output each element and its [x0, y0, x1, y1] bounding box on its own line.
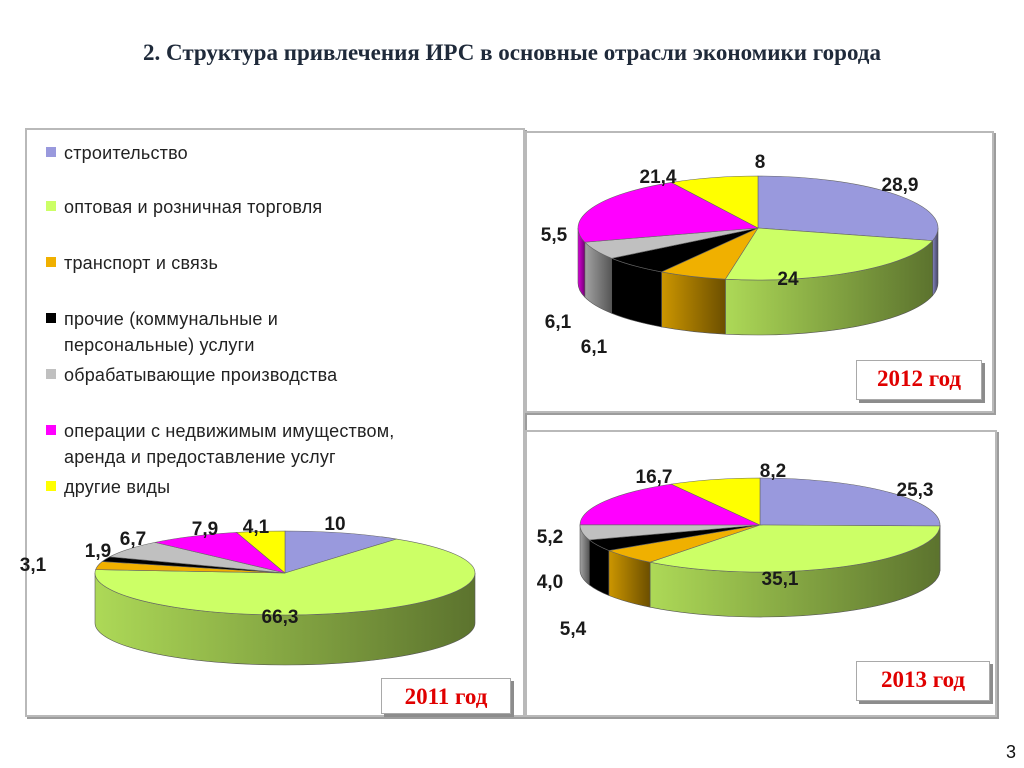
year-label-2011: 2011 год [381, 678, 511, 714]
legend-swatch [46, 313, 56, 323]
pie-2011-label-manufacturing: 6,7 [120, 529, 146, 550]
pie-2012-side-transport [661, 271, 726, 335]
pie-2011-slice-other-types [235, 530, 286, 574]
legend-item-trade: оптовая и розничная торговля [46, 194, 322, 220]
pie-2013-slice-other-types [670, 477, 761, 526]
legend-swatch [46, 147, 56, 157]
pie-2013-label-construction: 25,3 [897, 480, 934, 501]
year-label-2013: 2013 год [856, 661, 990, 701]
legend-label: прочие (коммунальные и персональные) усл… [64, 309, 279, 355]
legend-item-real-estate: операции с недвижимым имуществом, аренда… [46, 418, 395, 470]
pie-chart-2011: 10 66,3 3,1 1,9 6,7 7,9 4,1 [20, 514, 476, 666]
pie-2011-label-real-estate: 7,9 [192, 519, 218, 540]
pie-2013-slice-construction [759, 477, 941, 527]
pie-2013-label-transport: 5,4 [560, 619, 587, 640]
pie-2012-label-construction: 28,9 [882, 175, 919, 196]
pie-2012-label-real-estate: 21,4 [640, 167, 677, 188]
pie-2012-slice-other-types [670, 175, 759, 229]
pie-2012-label-other-types: 8 [755, 152, 766, 173]
pie-2011-label-other-services: 1,9 [85, 541, 111, 562]
legend-label: транспорт и связь [64, 253, 219, 273]
legend-label: другие виды [64, 477, 171, 497]
pie-2013-slice-real-estate [579, 483, 761, 526]
legend-label: операции с недвижимым имуществом, аренда… [64, 421, 395, 467]
pie-2012-label-manufacturing: 5,5 [541, 225, 568, 246]
legend-item-construction: строительство [46, 140, 188, 166]
page-number: 3 [1005, 742, 1016, 762]
legend-swatch [46, 481, 56, 491]
pie-2012-label-other-services: 6,1 [581, 337, 608, 358]
pie-2011-label-transport: 3,1 [20, 555, 47, 576]
pie-2012-slice-trade [724, 227, 934, 281]
year-label-2012: 2012 год [856, 360, 982, 400]
legend-item-other-services: прочие (коммунальные и персональные) усл… [46, 306, 278, 358]
pie-2011-label-other-types: 4,1 [243, 517, 270, 538]
pie-2012-label-trade: 24 [777, 269, 799, 290]
pie-2012-slice-construction [757, 175, 939, 241]
pie-2013-label-manufacturing: 5,2 [537, 527, 563, 548]
pie-2013-label-trade: 35,1 [762, 569, 799, 590]
pie-2011-label-trade: 66,3 [262, 607, 299, 628]
pie-2013-label-other-types: 8,2 [760, 461, 786, 482]
legend-label: строительство [64, 143, 188, 163]
legend-item-transport: транспорт и связь [46, 250, 218, 276]
legend-swatch [46, 369, 56, 379]
pie-2013-label-real-estate: 16,7 [636, 467, 673, 488]
legend-label: обрабатывающие производства [64, 365, 338, 385]
legend-swatch [46, 425, 56, 435]
pie-chart-2012: 28,9 24 6,1 6,1 5,5 21,4 8 [541, 152, 939, 358]
legend-item-other-types: другие виды [46, 474, 170, 500]
legend-swatch [46, 257, 56, 267]
pie-2011-label-construction: 10 [324, 514, 345, 535]
pie-2013-label-other-services: 4,0 [537, 572, 563, 593]
pie-chart-2013: 25,3 35,1 5,4 4,0 5,2 16,7 8,2 [537, 461, 941, 640]
pie-2011-slice-real-estate [154, 532, 286, 574]
legend-label: оптовая и розничная торговля [64, 197, 323, 217]
pie-2012-label-transport: 6,1 [545, 312, 572, 333]
slide-title: 2. Структура привлечения ИРС в основные … [143, 40, 881, 65]
legend-item-manufacturing: обрабатывающие производства [46, 362, 337, 388]
pie-2011-slice-construction [284, 530, 397, 574]
pie-2011-slice-trade [94, 538, 476, 616]
pie-2012-slice-real-estate [577, 182, 760, 243]
legend-swatch [46, 201, 56, 211]
pie-2013-slice-trade [648, 524, 941, 573]
